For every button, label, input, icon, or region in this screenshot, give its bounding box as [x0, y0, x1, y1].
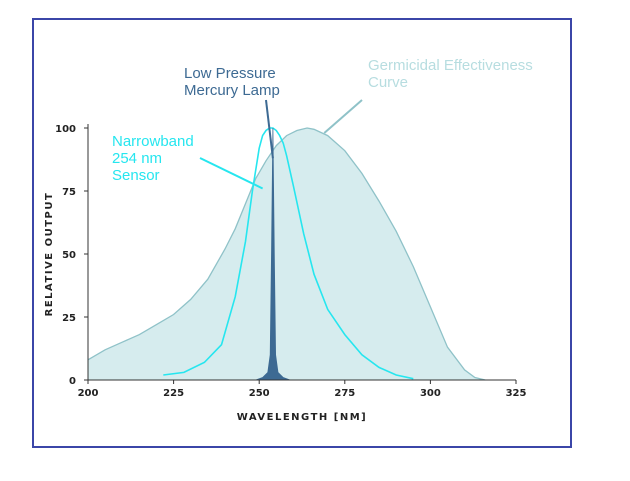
sensor-curve-line — [163, 127, 414, 380]
annotation-lamp-label: Low Pressure Mercury Lamp — [184, 65, 280, 99]
x-tick-label-200: 200 — [78, 388, 99, 399]
annotation-lamp-line-1: Mercury Lamp — [184, 82, 280, 99]
wavelength-chart: 200 225 250 275 300 325 0 25 50 75 100 Low Pressur… — [44, 57, 533, 423]
germicidal-curve-area — [88, 128, 486, 380]
annotation-lamp-pointer — [265, 99, 274, 159]
annotation-germicidal-line-1: Curve — [368, 74, 408, 91]
axis-layer: 200 225 250 275 300 325 0 25 50 75 100 — [55, 124, 526, 399]
y-tick-label-0: 0 — [69, 376, 76, 387]
x-tick-label-275: 275 — [334, 388, 355, 399]
annotation-sensor: Narrowband 254 nm Sensor — [112, 133, 264, 190]
annotation-layer: Low Pressure Mercury Lamp Germicidal Effec… — [112, 57, 533, 190]
annotation-germicidal-label: Germicidal Effectiveness Curve — [368, 57, 533, 91]
annotation-germicidal-line-0: Germicidal Effectiveness — [368, 57, 533, 74]
germicidal-curve-line — [87, 127, 486, 381]
y-tick-label-75: 75 — [62, 187, 76, 198]
chart-frame: 200 225 250 275 300 325 0 25 50 75 100 Low Pressur… — [32, 18, 572, 448]
annotation-sensor-line-2: Sensor — [112, 167, 160, 184]
annotation-germicidal-pointer — [323, 99, 363, 134]
mercury-lamp-peak — [255, 127, 291, 381]
y-axis-title: RELATIVE OUTPUT — [44, 192, 55, 317]
annotation-lamp-line-0: Low Pressure — [184, 65, 276, 82]
annotation-sensor-pointer — [199, 157, 264, 190]
x-tick-label-225: 225 — [163, 388, 184, 399]
annotation-sensor-line-0: Narrowband — [112, 133, 194, 150]
x-tick-label-325: 325 — [506, 388, 527, 399]
y-tick-label-100: 100 — [55, 124, 76, 135]
x-tick-label-250: 250 — [249, 388, 270, 399]
annotation-sensor-label: Narrowband 254 nm Sensor — [112, 133, 194, 184]
x-tick-label-300: 300 — [420, 388, 441, 399]
annotation-lamp: Low Pressure Mercury Lamp — [184, 65, 280, 159]
annotation-sensor-line-1: 254 nm — [112, 150, 162, 167]
series-layer — [87, 127, 486, 381]
x-axis-title: WAVELENGTH [NM] — [237, 412, 367, 423]
annotation-germicidal: Germicidal Effectiveness Curve — [323, 57, 533, 134]
y-tick-label-25: 25 — [62, 313, 76, 324]
y-tick-label-50: 50 — [62, 250, 76, 261]
